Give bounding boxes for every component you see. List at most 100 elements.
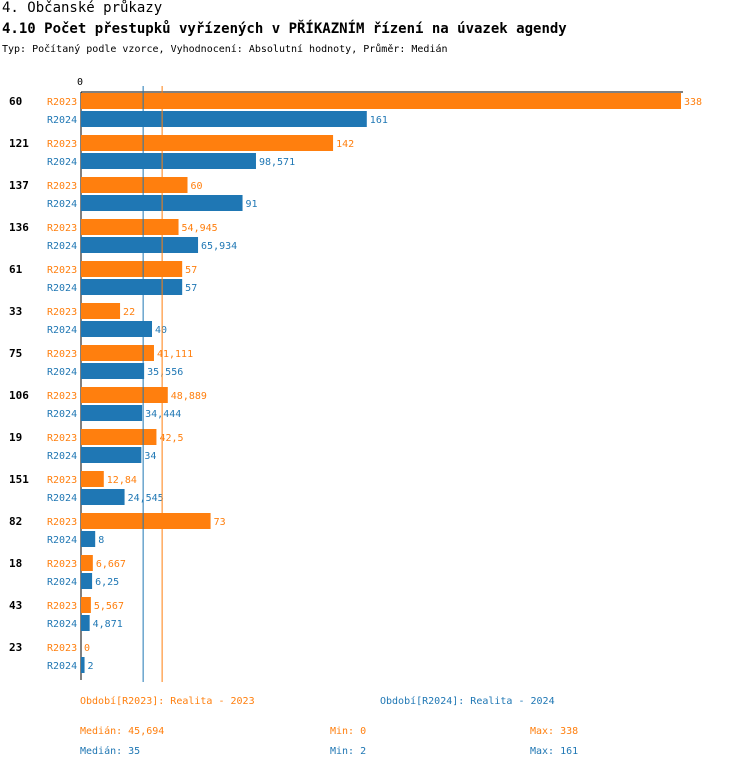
series-label: R2024 bbox=[47, 199, 77, 210]
median-r2024: Medián: 35 bbox=[80, 746, 141, 757]
section-title: 4. Občanské průkazy bbox=[2, 0, 163, 16]
series-label: R2023 bbox=[47, 181, 77, 192]
data-label: 5,567 bbox=[94, 601, 124, 612]
data-label: 6,25 bbox=[95, 577, 119, 588]
bar-r2024 bbox=[81, 489, 125, 505]
data-label: 34,444 bbox=[145, 409, 181, 420]
series-label: R2023 bbox=[47, 349, 77, 360]
data-label: 22 bbox=[123, 307, 135, 318]
bar-r2024 bbox=[81, 363, 145, 379]
category-label: 33 bbox=[9, 305, 22, 318]
bar-r2024 bbox=[81, 279, 183, 295]
bar-r2023 bbox=[81, 303, 121, 319]
bar-r2023 bbox=[81, 597, 91, 613]
category-label: 75 bbox=[9, 347, 22, 360]
median-r2023: Medián: 45,694 bbox=[80, 726, 165, 737]
data-label: 4,871 bbox=[93, 619, 123, 630]
data-label: 34 bbox=[144, 451, 156, 462]
bar-r2023 bbox=[81, 387, 168, 403]
data-label: 57 bbox=[185, 265, 197, 276]
legend-r2024: Období[R2024]: Realita - 2024 bbox=[380, 696, 555, 707]
category-label: 82 bbox=[9, 515, 22, 528]
data-label: 12,84 bbox=[107, 475, 137, 486]
data-label: 6,667 bbox=[96, 559, 126, 570]
series-label: R2023 bbox=[47, 433, 77, 444]
series-label: R2024 bbox=[47, 493, 77, 504]
series-label: R2023 bbox=[47, 223, 77, 234]
series-label: R2024 bbox=[47, 157, 77, 168]
series-label: R2024 bbox=[47, 367, 77, 378]
min-r2024: Min: 2 bbox=[330, 746, 367, 757]
bar-r2024 bbox=[81, 573, 93, 589]
bar-r2024 bbox=[81, 111, 367, 127]
series-label: R2023 bbox=[47, 475, 77, 486]
category-label: 23 bbox=[9, 641, 22, 654]
bar-r2023 bbox=[81, 471, 104, 487]
bar-r2024 bbox=[81, 447, 142, 463]
bar-r2024 bbox=[81, 405, 143, 421]
bar-r2024 bbox=[81, 237, 199, 253]
category-label: 19 bbox=[9, 431, 22, 444]
max-r2023: Max: 338 bbox=[530, 726, 579, 737]
data-label: 40 bbox=[155, 325, 167, 336]
series-label: R2024 bbox=[47, 115, 77, 126]
series-label: R2023 bbox=[47, 601, 77, 612]
series-label: R2024 bbox=[47, 619, 77, 630]
bar-r2024 bbox=[81, 615, 90, 631]
legend-r2023: Období[R2023]: Realita - 2023 bbox=[80, 696, 255, 707]
series-label: R2024 bbox=[47, 283, 77, 294]
bar-r2023 bbox=[81, 513, 211, 529]
category-label: 136 bbox=[9, 221, 29, 234]
data-label: 60 bbox=[191, 181, 203, 192]
series-label: R2024 bbox=[47, 325, 77, 336]
category-label: 106 bbox=[9, 389, 29, 402]
series-label: R2024 bbox=[47, 535, 77, 546]
data-label: 338 bbox=[684, 97, 702, 108]
series-label: R2024 bbox=[47, 241, 77, 252]
data-label: 0 bbox=[84, 643, 90, 654]
bar-r2024 bbox=[81, 531, 96, 547]
category-label: 121 bbox=[9, 137, 29, 150]
bar-r2024 bbox=[81, 153, 256, 169]
max-r2024: Max: 161 bbox=[530, 746, 579, 757]
series-label: R2023 bbox=[47, 517, 77, 528]
data-label: 54,945 bbox=[182, 223, 218, 234]
series-label: R2024 bbox=[47, 661, 77, 672]
data-label: 73 bbox=[214, 517, 226, 528]
data-label: 65,934 bbox=[201, 241, 237, 252]
axis-zero-label: 0 bbox=[77, 77, 83, 88]
data-label: 142 bbox=[336, 139, 354, 150]
category-label: 18 bbox=[9, 557, 22, 570]
series-label: R2023 bbox=[47, 265, 77, 276]
data-label: 8 bbox=[98, 535, 104, 546]
series-label: R2024 bbox=[47, 577, 77, 588]
bar-r2023 bbox=[81, 555, 93, 571]
bar-r2023 bbox=[81, 219, 179, 235]
data-label: 42,5 bbox=[159, 433, 183, 444]
bar-r2023 bbox=[81, 345, 154, 361]
data-label: 2 bbox=[88, 661, 94, 672]
data-label: 161 bbox=[370, 115, 388, 126]
data-label: 91 bbox=[246, 199, 258, 210]
series-label: R2023 bbox=[47, 307, 77, 318]
series-label: R2023 bbox=[47, 643, 77, 654]
category-label: 43 bbox=[9, 599, 22, 612]
bar-r2023 bbox=[81, 177, 188, 193]
bar-r2023 bbox=[81, 135, 334, 151]
category-label: 61 bbox=[9, 263, 23, 276]
series-label: R2023 bbox=[47, 139, 77, 150]
bar-r2024 bbox=[81, 657, 85, 673]
bar-r2023 bbox=[81, 429, 157, 445]
series-label: R2024 bbox=[47, 451, 77, 462]
bar-r2024 bbox=[81, 321, 153, 337]
bar-r2023 bbox=[81, 261, 183, 277]
data-label: 35,556 bbox=[147, 367, 183, 378]
chart-subtitle: Typ: Počítaný podle vzorce, Vyhodnocení:… bbox=[2, 44, 448, 55]
data-label: 24,545 bbox=[128, 493, 164, 504]
data-label: 48,889 bbox=[171, 391, 207, 402]
min-r2023: Min: 0 bbox=[330, 726, 367, 737]
series-label: R2023 bbox=[47, 391, 77, 402]
series-label: R2024 bbox=[47, 409, 77, 420]
category-label: 137 bbox=[9, 179, 29, 192]
